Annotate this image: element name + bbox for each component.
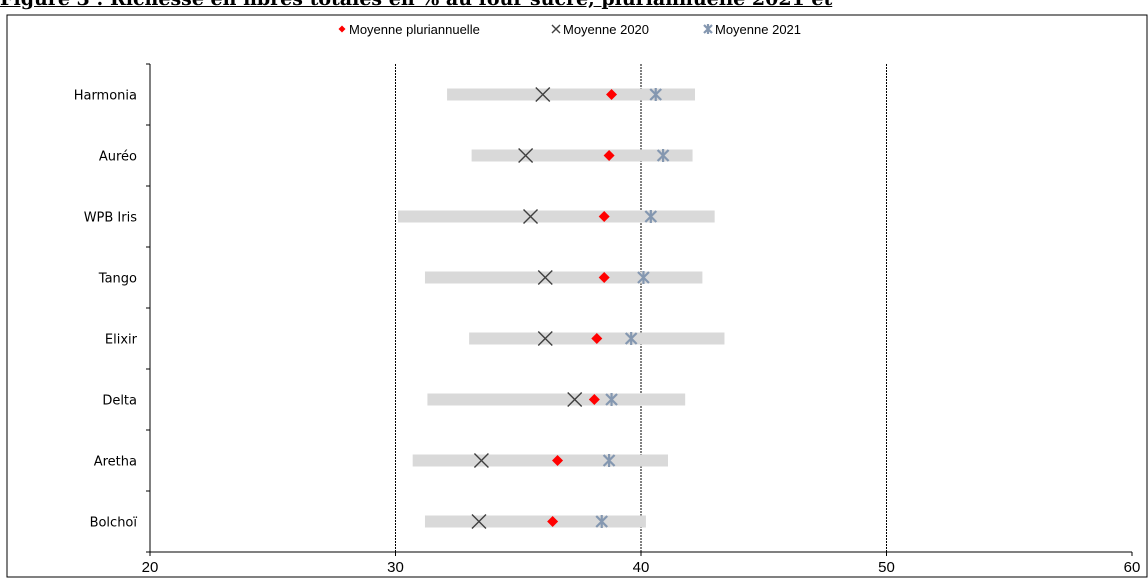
x-mark — [518, 148, 534, 163]
figure-title: Figure 3 : Richesse en fibres totales en… — [0, 0, 1148, 12]
x-mark — [523, 209, 539, 224]
asterisk-mark — [644, 210, 658, 223]
diamond-mark — [591, 333, 603, 344]
data-point — [624, 332, 638, 345]
chart-frame — [6, 14, 1148, 578]
legend-label: Moyenne 2020 — [563, 22, 649, 37]
data-point — [567, 392, 583, 407]
data-point — [606, 89, 618, 100]
data-point — [602, 454, 616, 467]
data-point — [473, 453, 489, 468]
data-point — [649, 88, 663, 101]
diamond-mark — [606, 89, 618, 100]
data-point — [595, 515, 608, 528]
data-point — [471, 514, 487, 529]
diamond-mark — [603, 150, 615, 161]
x-mark — [537, 331, 553, 346]
category-label: Auréo — [99, 150, 137, 165]
legend-label: Moyenne pluriannuelle — [349, 22, 480, 37]
data-point — [656, 149, 670, 162]
data-point — [537, 270, 553, 285]
range-bar — [447, 88, 696, 101]
range-bar — [424, 515, 646, 528]
category-label: Tango — [98, 272, 137, 287]
legend-item: Moyenne 2021 — [703, 22, 801, 37]
data-point — [603, 150, 615, 161]
x-tick-label: 20 — [142, 559, 159, 576]
legend-label: Moyenne 2021 — [715, 22, 801, 37]
diamond-mark — [598, 272, 610, 283]
data-point — [523, 209, 539, 224]
diamond-mark — [598, 211, 610, 222]
data-point — [644, 210, 658, 223]
x-mark — [537, 270, 553, 285]
asterisk-mark — [624, 332, 638, 345]
asterisk-mark — [637, 271, 650, 284]
asterisk-mark — [595, 515, 608, 528]
category-label: Harmonia — [74, 89, 137, 104]
data-point — [588, 394, 600, 405]
asterisk-mark — [703, 24, 713, 34]
x-mark — [535, 87, 551, 102]
category-label: WPB Iris — [84, 211, 138, 226]
diamond-mark — [338, 25, 346, 33]
legend-item: Moyenne 2020 — [551, 22, 649, 37]
x-tick-label: 40 — [633, 559, 650, 576]
data-point — [537, 331, 553, 346]
range-bar — [397, 210, 715, 223]
data-point — [547, 516, 559, 527]
data-point — [535, 87, 551, 102]
category-label: Delta — [102, 394, 137, 409]
range-bar — [412, 454, 669, 467]
data-point — [518, 148, 534, 163]
asterisk-mark — [656, 149, 670, 162]
x-mark — [473, 453, 489, 468]
data-point — [605, 393, 618, 406]
x-mark — [567, 392, 583, 407]
diamond-mark — [588, 394, 600, 405]
data-point — [598, 211, 610, 222]
category-label: Aretha — [94, 455, 137, 470]
legend-item: Moyenne pluriannuelle — [338, 22, 480, 37]
x-mark — [551, 24, 561, 34]
range-bar — [424, 271, 703, 284]
data-point — [598, 272, 610, 283]
range-bar — [471, 149, 693, 162]
category-label: Bolchoï — [90, 516, 138, 531]
x-tick-label: 30 — [387, 559, 404, 576]
data-point — [591, 333, 603, 344]
x-tick-label: 50 — [878, 559, 895, 576]
data-point — [637, 271, 650, 284]
diamond-mark — [547, 516, 559, 527]
data-point — [552, 455, 564, 466]
x-mark — [471, 514, 487, 529]
asterisk-mark — [649, 88, 663, 101]
asterisk-mark — [605, 393, 618, 406]
x-tick-label: 60 — [1124, 559, 1141, 576]
range-bar — [427, 393, 686, 406]
category-label: Elixir — [105, 333, 138, 348]
diamond-mark — [552, 455, 564, 466]
asterisk-mark — [602, 454, 616, 467]
